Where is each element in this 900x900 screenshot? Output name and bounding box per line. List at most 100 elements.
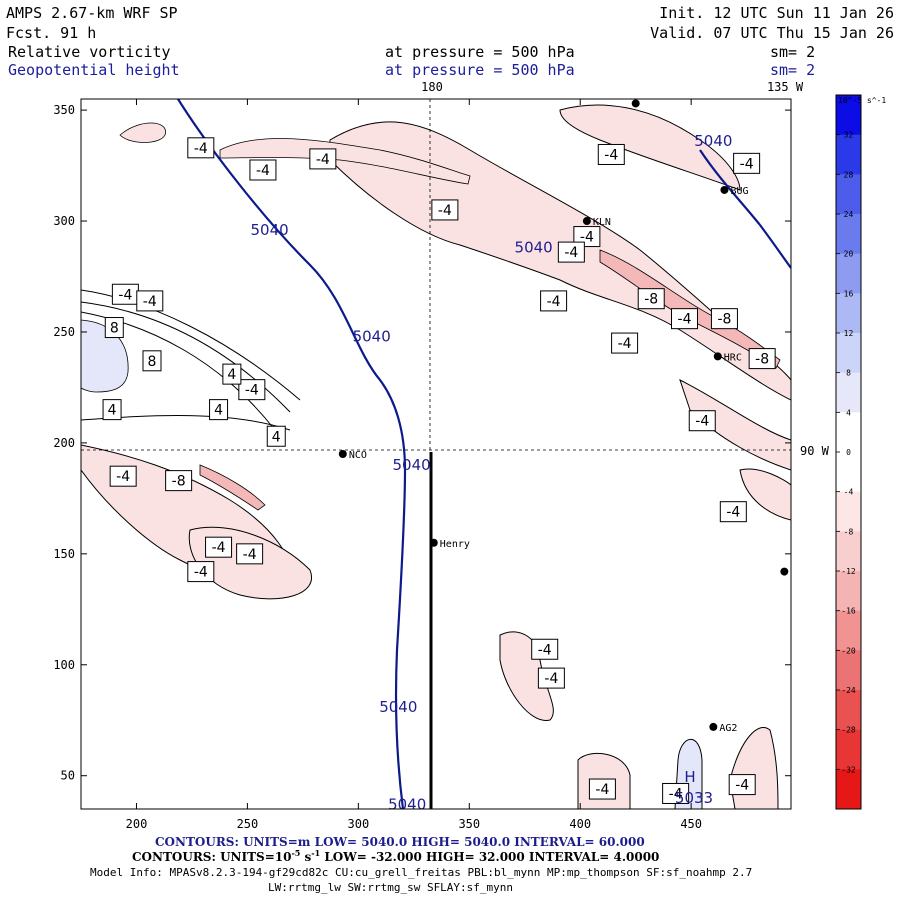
vorticity-label-box <box>136 290 164 312</box>
neg-vorticity-top-right <box>559 104 741 191</box>
colorbar-tick-label: 0 <box>846 448 851 457</box>
lon-label-180: 180 <box>421 80 443 94</box>
vorticity-label-box <box>431 199 459 221</box>
vorticity-label-box <box>540 290 568 312</box>
vorticity-contour-label: -4 <box>116 469 130 485</box>
vorticity-contour-label: -4 <box>547 294 561 310</box>
field2-smoothing: sm= 2 <box>770 61 815 79</box>
vorticity-contour-label: -8 <box>644 292 658 308</box>
height-contour-label: 5040 <box>251 221 289 239</box>
colorbar-swatch <box>836 214 861 255</box>
vorticity-contour-label: -4 <box>604 147 618 163</box>
colorbar-tick-label: 8 <box>846 369 851 378</box>
x-tick-label: 300 <box>348 817 370 831</box>
colorbar-tick-label: 24 <box>844 210 854 219</box>
neg-vorticity-lower-left-mid <box>199 464 266 511</box>
footer-physics: LW:rrtmg_lw SW:rrtmg_sw SFLAY:sf_mynn <box>268 881 513 894</box>
high-pressure-marker: H 5033 <box>675 768 713 807</box>
vorticity-contour-label: -4 <box>143 294 157 310</box>
vorticity-label-box <box>748 348 776 370</box>
colorbar-tick-label: -32 <box>841 765 856 774</box>
vorticity-contour-label: -8 <box>717 312 731 328</box>
vorticity-contour-label: -4 <box>256 163 270 179</box>
colorbar-tick-label: -12 <box>841 567 856 576</box>
station-label: NCO <box>349 450 367 461</box>
colorbar-tick-label: -16 <box>841 607 856 616</box>
vorticity-contour-label: -4 <box>564 245 578 261</box>
model-title: AMPS 2.67-km WRF SP <box>6 4 178 22</box>
vorticity-label-box <box>309 148 337 170</box>
lon-label-135w: 135 W <box>767 80 804 94</box>
colorbar-swatch <box>836 610 861 651</box>
neg-vorticity-top-left-blob <box>119 122 166 143</box>
vorticity-contour-label: 4 <box>227 367 236 383</box>
colorbar-tick-label: 32 <box>844 131 854 140</box>
vorticity-contour-label: -4 <box>243 547 257 563</box>
colorbar-swatch <box>836 571 861 612</box>
vorticity-contour-label: -4 <box>544 671 558 687</box>
station-markers: NCO Henry KLN BUG HRC AG2 <box>338 99 789 734</box>
vorticity-contour-label: 4 <box>214 403 223 419</box>
field2-level: at pressure = 500 hPa <box>385 61 575 79</box>
station-dot <box>429 538 438 547</box>
colorbar-swatch <box>836 452 861 493</box>
y-tick-label: 200 <box>53 436 75 450</box>
footer-vort-unit: s <box>300 850 311 864</box>
colorbar-tick-label: 20 <box>844 250 854 259</box>
station-dot <box>631 99 640 108</box>
colorbar-tick-label: -8 <box>844 527 854 536</box>
height-contour-label: 5040 <box>393 456 431 474</box>
neg-vorticity-upper-left <box>219 138 471 185</box>
y-axis: 50 100 150 200 250 300 350 <box>53 103 791 783</box>
vorticity-label-box <box>187 137 215 159</box>
forecast-hour: Fcst. 91 h <box>6 24 96 42</box>
vorticity-contour-label: -4 <box>194 565 208 581</box>
vorticity-label-box <box>597 143 625 165</box>
height-contour-label: 5040 <box>379 698 417 716</box>
high-value: 5033 <box>675 789 713 807</box>
footer-vort-prefix: CONTOURS: UNITS=10 <box>132 850 291 864</box>
station-label: Henry <box>440 539 470 550</box>
y-tick-label: 350 <box>53 103 75 117</box>
vorticity-contour-label: 8 <box>148 354 157 370</box>
colorbar-swatch <box>836 491 861 532</box>
y-tick-label: 100 <box>53 658 75 672</box>
colorbar-tick-label: 12 <box>844 329 854 338</box>
footer-vorticity-contours: CONTOURS: UNITS=10-5 s-1 LOW= -32.000 HI… <box>132 848 659 864</box>
plot-frame <box>80 98 792 810</box>
height-contour-labels: 5040 5040 5040 5040 5040 5040 5040 <box>251 132 733 809</box>
vorticity-contour-label: -4 <box>118 287 132 303</box>
vorticity-label-box <box>266 425 286 447</box>
colorbar-swatch <box>836 372 861 413</box>
vorticity-label-box <box>104 317 124 339</box>
vorticity-label-box <box>165 470 193 492</box>
vorticity-label-box <box>733 152 761 174</box>
vorticity-label-box <box>205 536 233 558</box>
station-dot <box>720 185 729 194</box>
station-dot <box>713 352 722 361</box>
colorbar-swatch <box>836 769 861 810</box>
vorticity-contour-label: -4 <box>245 383 259 399</box>
footer-vort-rest: LOW= -32.000 HIGH= 32.000 INTERVAL= 4.00… <box>320 850 659 864</box>
neg-vorticity-center-blob <box>499 631 554 721</box>
vorticity-label-box <box>671 308 698 330</box>
footer: CONTOURS: UNITS=m LOW= 5040.0 HIGH= 5040… <box>90 835 752 894</box>
colorbar-tick-label: 4 <box>846 408 851 417</box>
vorticity-label-box <box>249 159 277 181</box>
vorticity-contour-label: -4 <box>212 540 226 556</box>
lon-label-90w: 90 W <box>800 444 830 458</box>
vorticity-label-box <box>222 363 242 385</box>
vorticity-label-box <box>109 465 137 487</box>
x-tick-label: 200 <box>126 817 148 831</box>
neg-vorticity-arc-left-2 <box>81 301 291 413</box>
colorbar-swatch <box>836 174 861 215</box>
vorticity-label-box <box>209 399 229 421</box>
vorticity-contour-label: -4 <box>678 312 692 328</box>
vorticity-contour-label: 4 <box>272 429 281 445</box>
vorticity-contour-label: -4 <box>595 782 609 798</box>
vorticity-label-box <box>102 399 122 421</box>
colorbar-tick-label: -24 <box>841 686 856 695</box>
colorbar-swatch <box>836 333 861 374</box>
